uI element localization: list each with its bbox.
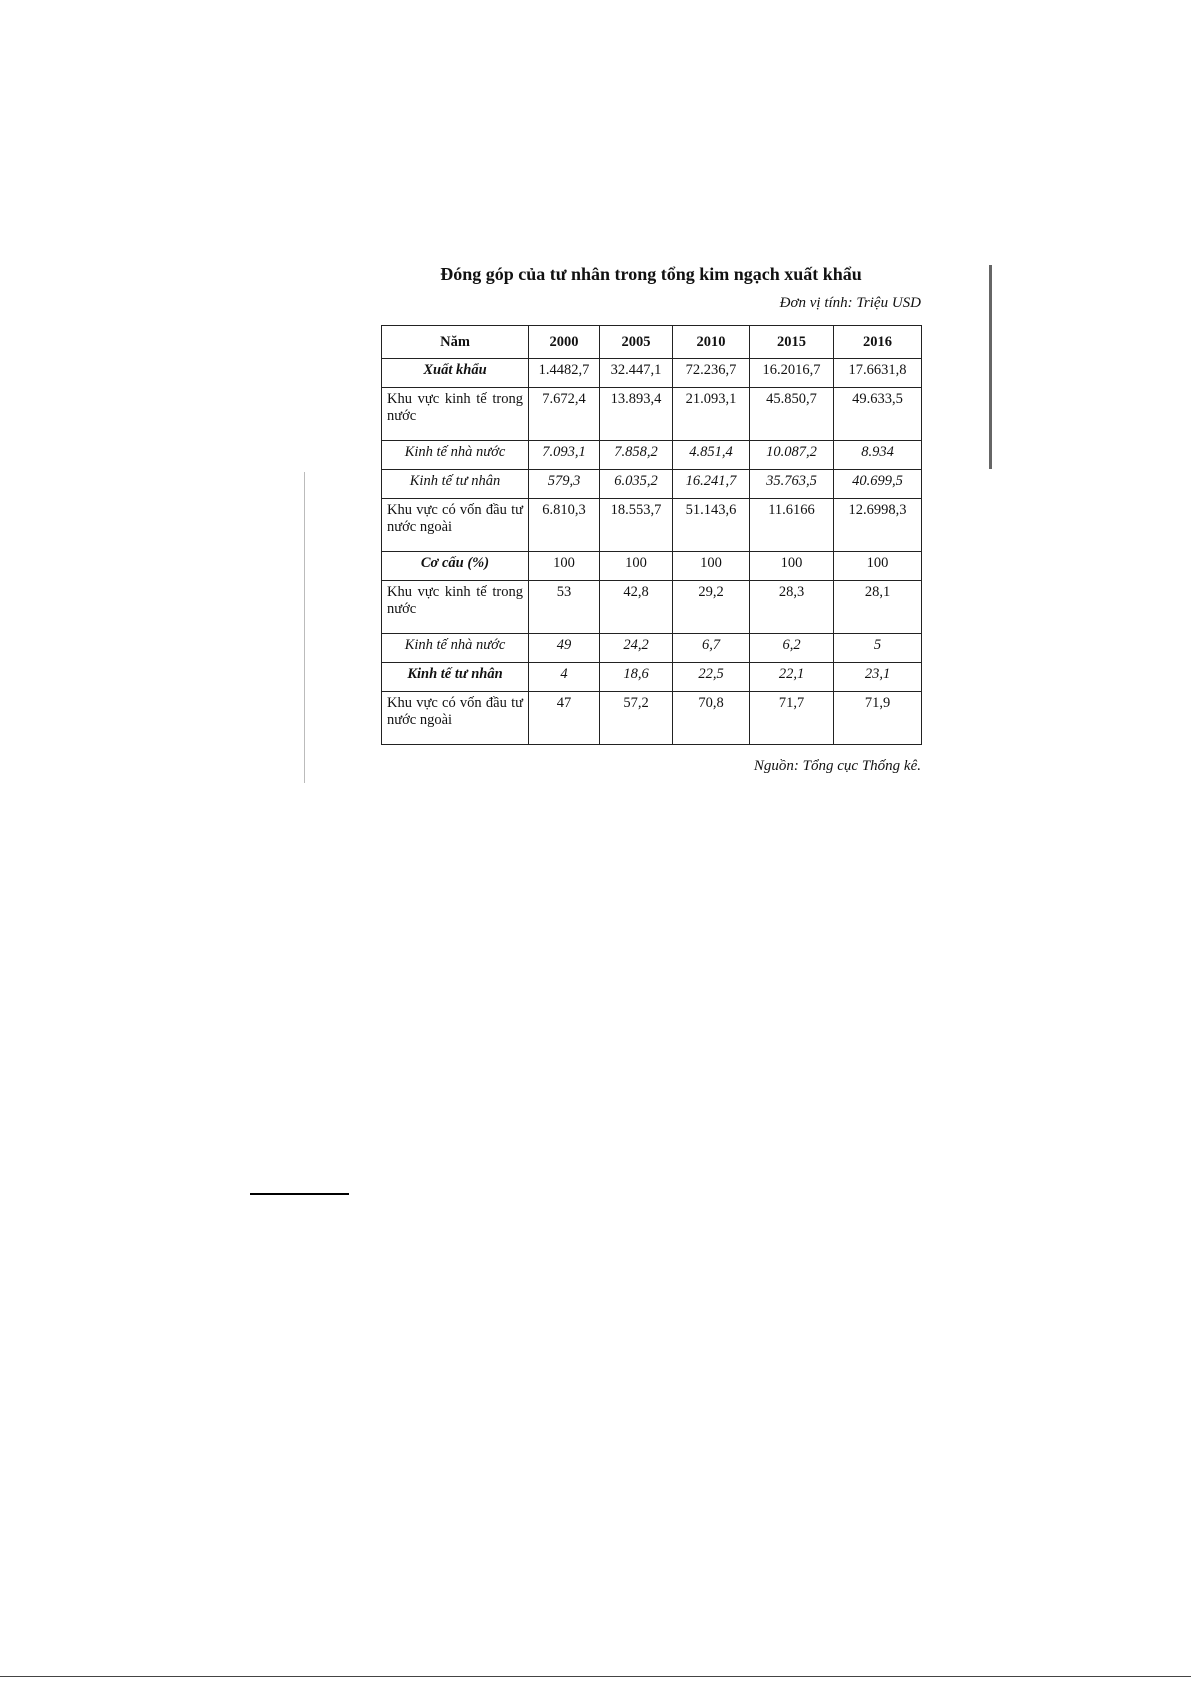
- value-cell: 18.553,7: [599, 498, 673, 552]
- value-cell: 42,8: [599, 580, 673, 634]
- row-label: Kinh tế nhà nước: [381, 440, 529, 470]
- value-cell: 47: [528, 691, 600, 745]
- row-label: Khu vực có vốn đầu tư nước ngoài: [381, 691, 529, 745]
- value-cell: 100: [672, 551, 750, 581]
- row-label: Khu vực có vốn đầu tư nước ngoài: [381, 498, 529, 552]
- page-edge: [0, 1676, 1191, 1677]
- title: Đóng góp của tư nhân trong tổng kim ngạc…: [440, 264, 862, 284]
- table-row: Kinh tế tư nhân 579,3 6.035,2 16.241,7 35.76…: [381, 469, 922, 499]
- value-cell: 6.035,2: [599, 469, 673, 499]
- value-cell: 40.699,5: [833, 469, 922, 499]
- header-cell: 2016: [833, 325, 922, 359]
- value-cell: 72.236,7: [672, 358, 750, 388]
- value-cell: 45.850,7: [749, 387, 834, 441]
- row-label: Xuất khẩu: [381, 358, 529, 388]
- table-row: Khu vực kinh tế trong nước 53 42,8 29,2 28,3…: [381, 580, 922, 634]
- value-cell: 7.858,2: [599, 440, 673, 470]
- table-row: Kinh tế nhà nước 49 24,2 6,7 6,2 5: [381, 633, 922, 663]
- row-label: Khu vực kinh tế trong nước: [381, 580, 529, 634]
- value-cell: 13.893,4: [599, 387, 673, 441]
- value-cell: 24,2: [599, 633, 673, 663]
- footnote-rule: [250, 1193, 349, 1195]
- row-label: Cơ cấu (%): [381, 551, 529, 581]
- value-cell: 28,3: [749, 580, 834, 634]
- row-label: Khu vực kinh tế trong nước: [381, 387, 529, 441]
- table-row: Khu vực kinh tế trong nước 7.672,4 13.893,…: [381, 387, 922, 441]
- unit-note: Đơn vị tính: Triệu USD: [779, 295, 921, 311]
- value-cell: 35.763,5: [749, 469, 834, 499]
- value-cell: 100: [599, 551, 673, 581]
- value-cell: 5: [833, 633, 922, 663]
- table-row: Kinh tế nhà nước 7.093,1 7.858,2 4.851,4 10.…: [381, 440, 922, 470]
- value-cell: 21.093,1: [672, 387, 750, 441]
- header-row: Năm 2000 2005 2010 2015 2016: [381, 325, 922, 359]
- value-cell: 71,7: [749, 691, 834, 745]
- table-row: Xuất khẩu 1.4482,7 32.447,1 72.236,7 16.2016…: [381, 358, 922, 388]
- header-cell: 2000: [528, 325, 600, 359]
- value-cell: 16.241,7: [672, 469, 750, 499]
- header-cell: 2005: [599, 325, 673, 359]
- value-cell: 100: [833, 551, 922, 581]
- value-cell: 32.447,1: [599, 358, 673, 388]
- value-cell: 29,2: [672, 580, 750, 634]
- scan-edge: [989, 265, 992, 469]
- scan-edge: [304, 472, 305, 783]
- value-cell: 49.633,5: [833, 387, 922, 441]
- value-cell: 51.143,6: [672, 498, 750, 552]
- value-cell: 4.851,4: [672, 440, 750, 470]
- value-cell: 100: [749, 551, 834, 581]
- value-cell: 23,1: [833, 662, 922, 692]
- value-cell: 1.4482,7: [528, 358, 600, 388]
- row-label: Kinh tế tư nhân: [381, 469, 529, 499]
- table-row: Kinh tế tư nhân 4 18,6 22,5 22,1 23,1: [381, 662, 922, 692]
- header-cell: 2010: [672, 325, 750, 359]
- value-cell: 6.810,3: [528, 498, 600, 552]
- source-note: Nguồn: Tổng cục Thống kê.: [753, 758, 921, 774]
- table-row: Cơ cấu (%) 100 100 100 100 100: [381, 551, 922, 581]
- value-cell: 8.934: [833, 440, 922, 470]
- value-cell: 22,5: [672, 662, 750, 692]
- value-cell: 70,8: [672, 691, 750, 745]
- value-cell: 22,1: [749, 662, 834, 692]
- row-label: Kinh tế tư nhân: [381, 662, 529, 692]
- value-cell: 11.6166: [749, 498, 834, 552]
- row-label: Kinh tế nhà nước: [381, 633, 529, 663]
- value-cell: 28,1: [833, 580, 922, 634]
- value-cell: 100: [528, 551, 600, 581]
- data-table: Năm 2000 2005 2010 2015 2016 Xuất khẩu 1.4482,7…: [381, 325, 922, 745]
- value-cell: 49: [528, 633, 600, 663]
- value-cell: 53: [528, 580, 600, 634]
- value-cell: 18,6: [599, 662, 673, 692]
- value-cell: 6,7: [672, 633, 750, 663]
- value-cell: 16.2016,7: [749, 358, 834, 388]
- value-cell: 4: [528, 662, 600, 692]
- value-cell: 57,2: [599, 691, 673, 745]
- value-cell: 71,9: [833, 691, 922, 745]
- table-row: Khu vực có vốn đầu tư nước ngoài 6.810,3 1…: [381, 498, 922, 552]
- value-cell: 7.093,1: [528, 440, 600, 470]
- table-row: Khu vực có vốn đầu tư nước ngoài 47 57,2 70…: [381, 691, 922, 745]
- value-cell: 12.6998,3: [833, 498, 922, 552]
- header-cell: Năm: [381, 325, 529, 359]
- value-cell: 17.6631,8: [833, 358, 922, 388]
- value-cell: 10.087,2: [749, 440, 834, 470]
- value-cell: 7.672,4: [528, 387, 600, 441]
- value-cell: 579,3: [528, 469, 600, 499]
- value-cell: 6,2: [749, 633, 834, 663]
- header-cell: 2015: [749, 325, 834, 359]
